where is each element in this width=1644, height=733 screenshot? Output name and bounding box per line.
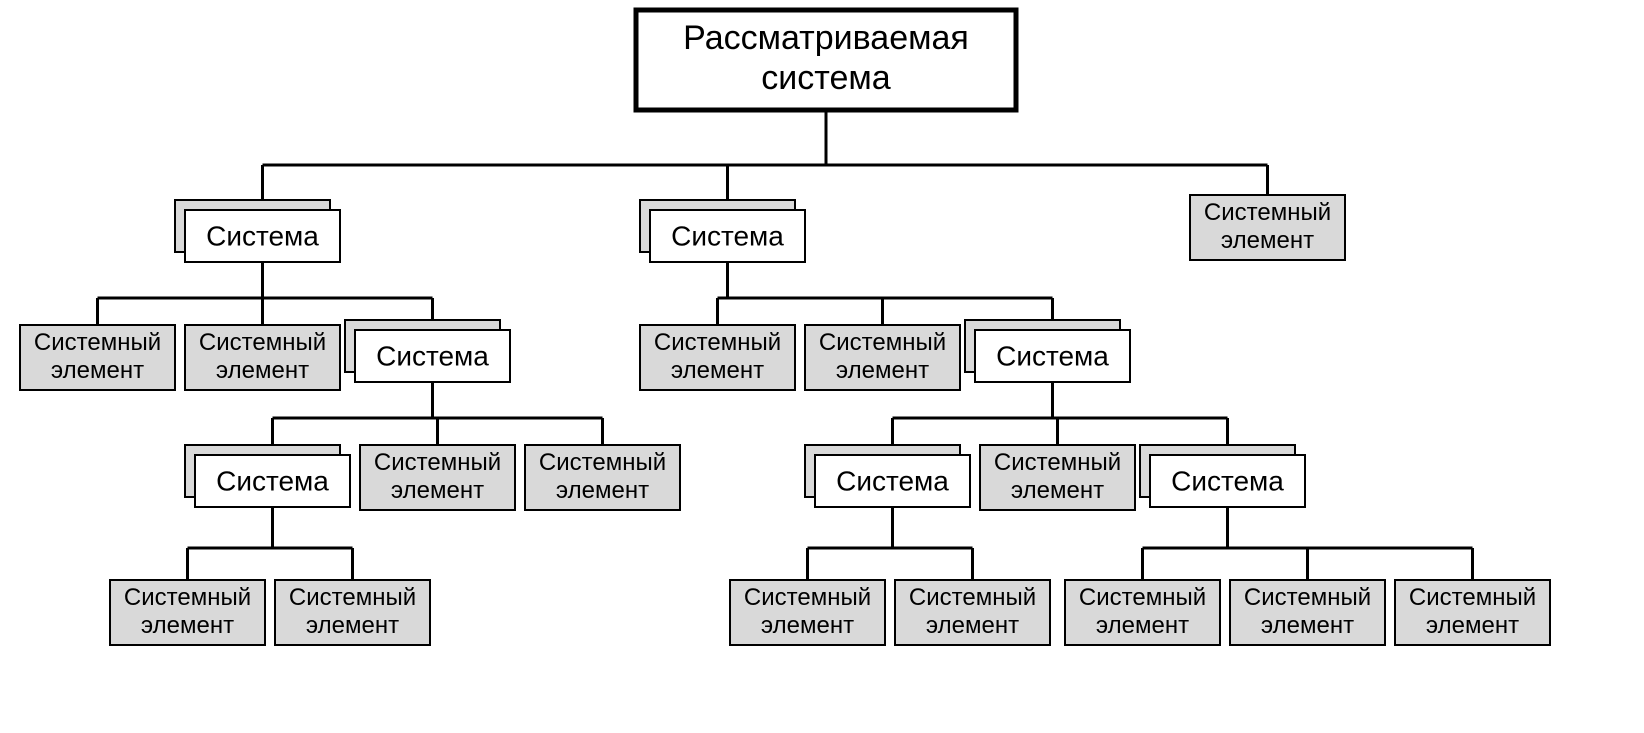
system-node: Система xyxy=(1140,445,1305,507)
element-label-line2: элемент xyxy=(306,612,399,639)
element-node: Системныйэлемент xyxy=(805,325,960,390)
element-node: Системныйэлемент xyxy=(360,445,515,510)
element-label-line1: Системный xyxy=(654,329,781,356)
element-label-line2: элемент xyxy=(1011,477,1104,504)
element-node: Системныйэлемент xyxy=(1230,580,1385,645)
element-label-line2: элемент xyxy=(836,357,929,384)
system-label: Система xyxy=(671,220,784,251)
system-node: Система xyxy=(345,320,510,382)
element-label-line1: Системный xyxy=(34,329,161,356)
system-label: Система xyxy=(376,340,489,371)
element-label-line1: Системный xyxy=(199,329,326,356)
system-node: Система xyxy=(965,320,1130,382)
system-label: Система xyxy=(216,465,329,496)
element-label-line1: Системный xyxy=(1244,584,1371,611)
element-label-line2: элемент xyxy=(556,477,649,504)
element-label-line2: элемент xyxy=(926,612,1019,639)
element-node: Системныйэлемент xyxy=(185,325,340,390)
element-label-line1: Системный xyxy=(1204,199,1331,226)
system-label: Система xyxy=(996,340,1109,371)
system-node: Система xyxy=(640,200,805,262)
element-node: Системныйэлемент xyxy=(275,580,430,645)
element-label-line2: элемент xyxy=(671,357,764,384)
root-label-line2: система xyxy=(761,59,890,97)
element-node: Системныйэлемент xyxy=(980,445,1135,510)
element-node: Системныйэлемент xyxy=(640,325,795,390)
element-label-line1: Системный xyxy=(124,584,251,611)
element-label-line1: Системный xyxy=(1079,584,1206,611)
element-node: Системныйэлемент xyxy=(525,445,680,510)
element-label-line1: Системный xyxy=(819,329,946,356)
element-label-line1: Системный xyxy=(289,584,416,611)
element-label-line1: Системный xyxy=(994,449,1121,476)
root-label-line1: Рассматриваемая xyxy=(683,19,969,57)
element-node: Системныйэлемент xyxy=(110,580,265,645)
element-label-line2: элемент xyxy=(1221,227,1314,254)
root-node: Рассматриваемаясистема xyxy=(636,10,1016,110)
element-node: Системныйэлемент xyxy=(895,580,1050,645)
element-label-line2: элемент xyxy=(141,612,234,639)
element-label-line2: элемент xyxy=(391,477,484,504)
system-label: Система xyxy=(206,220,319,251)
system-label: Система xyxy=(836,465,949,496)
element-node: Системныйэлемент xyxy=(730,580,885,645)
element-node: Системныйэлемент xyxy=(1190,195,1345,260)
element-label-line2: элемент xyxy=(1261,612,1354,639)
element-label-line2: элемент xyxy=(1096,612,1189,639)
system-label: Система xyxy=(1171,465,1284,496)
element-node: Системныйэлемент xyxy=(1395,580,1550,645)
element-label-line1: Системный xyxy=(1409,584,1536,611)
system-hierarchy-diagram: Рассматриваемаясистема Система Система Сист… xyxy=(0,0,1644,733)
element-label-line1: Системный xyxy=(539,449,666,476)
system-node: Система xyxy=(175,200,340,262)
element-label-line2: элемент xyxy=(51,357,144,384)
element-node: Системныйэлемент xyxy=(1065,580,1220,645)
element-label-line1: Системный xyxy=(374,449,501,476)
element-node: Системныйэлемент xyxy=(20,325,175,390)
element-label-line1: Системный xyxy=(909,584,1036,611)
element-label-line2: элемент xyxy=(216,357,309,384)
element-label-line1: Системный xyxy=(744,584,871,611)
element-label-line2: элемент xyxy=(761,612,854,639)
element-label-line2: элемент xyxy=(1426,612,1519,639)
system-node: Система xyxy=(185,445,350,507)
system-node: Система xyxy=(805,445,970,507)
